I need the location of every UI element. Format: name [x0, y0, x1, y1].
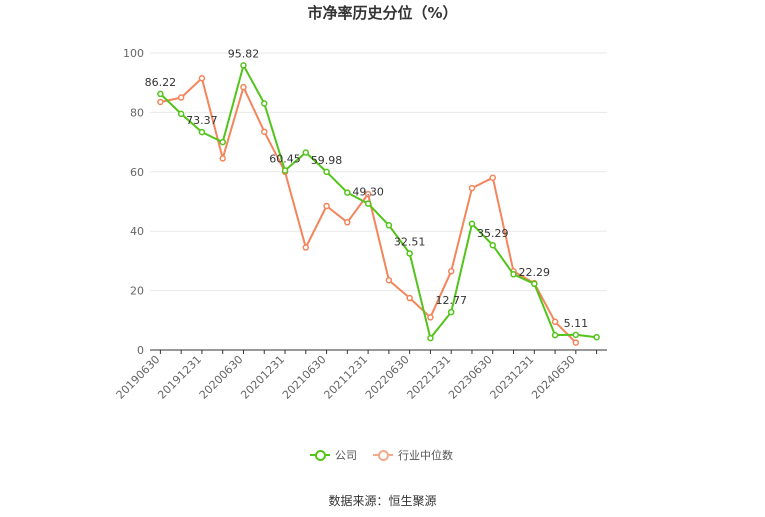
- data-label: 22.29: [519, 266, 551, 279]
- data-point-industry-median: [198, 74, 206, 82]
- data-label: 86.22: [145, 76, 177, 89]
- legend: 公司 行业中位数: [310, 447, 453, 463]
- data-point-company: [489, 241, 496, 249]
- x-tick-label: 20220630: [363, 353, 412, 402]
- x-tick-label: 20210630: [280, 353, 329, 402]
- data-point-industry-median: [344, 219, 351, 226]
- y-tick-label: 0: [137, 344, 144, 357]
- data-point-industry-median: [406, 294, 413, 302]
- data-point-industry-median: [323, 202, 330, 210]
- data-point-company: [344, 189, 351, 196]
- legend-item-industry-median[interactable]: 行业中位数: [373, 447, 453, 463]
- data-point-company: [427, 334, 434, 342]
- series-line-company: [159, 64, 597, 340]
- x-tick-label: 20231231: [488, 353, 537, 402]
- data-point-company: [468, 220, 476, 228]
- data-point-industry-median: [219, 155, 226, 162]
- data-label: 73.37: [186, 114, 218, 127]
- data-point-industry-median: [302, 244, 310, 251]
- series-line-industry-median: [160, 77, 577, 344]
- data-point-company: [510, 271, 517, 278]
- data-point-company: [531, 280, 538, 288]
- data-point-industry-median: [489, 174, 496, 181]
- legend-label-company: 公司: [335, 449, 357, 462]
- x-tick-label: 20200630: [197, 353, 246, 402]
- data-point-company: [385, 222, 393, 229]
- data-point-company: [551, 331, 559, 339]
- data-point-company: [157, 90, 164, 98]
- data-point-industry-median: [427, 314, 434, 321]
- data-point-industry-median: [572, 339, 580, 346]
- y-tick-label: 100: [123, 47, 144, 60]
- data-label: 59.98: [311, 154, 343, 167]
- data-point-company: [261, 100, 268, 107]
- data-source: 数据来源：恒生聚源: [328, 494, 437, 508]
- data-point-company: [572, 331, 580, 339]
- data-point-company: [593, 333, 600, 341]
- data-point-industry-median: [177, 94, 185, 101]
- data-point-industry-median: [240, 83, 247, 91]
- x-tick-label: 20230630: [446, 353, 495, 402]
- data-point-industry-median: [468, 184, 476, 192]
- data-point-company: [323, 168, 330, 176]
- data-point-company: [302, 149, 310, 156]
- x-tick-label: 20211231: [321, 353, 370, 402]
- x-tick-label: 20201231: [238, 353, 287, 402]
- data-point-industry-median: [364, 190, 372, 198]
- data-label: 95.82: [228, 47, 260, 60]
- data-point-company: [177, 110, 185, 118]
- legend-label-industry-median: 行业中位数: [398, 449, 453, 462]
- data-label: 49.30: [352, 186, 384, 199]
- data-point-company: [447, 308, 455, 316]
- chart-title: 市净率历史分位（%）: [307, 4, 458, 22]
- data-point-industry-median: [261, 128, 268, 135]
- x-tick-label: 20240630: [529, 353, 578, 402]
- data-point-company: [406, 250, 413, 257]
- data-point-company: [219, 138, 226, 146]
- legend-swatch-industry-median: [373, 448, 393, 462]
- data-point-company: [281, 167, 289, 174]
- y-tick-label: 20: [130, 285, 144, 298]
- data-label: 32.51: [394, 235, 426, 248]
- legend-swatch-company: [310, 448, 330, 462]
- data-point-industry-median: [157, 98, 164, 106]
- data-point-company: [364, 200, 372, 207]
- x-tick-label: 20191231: [155, 353, 204, 402]
- data-point-company: [198, 128, 206, 136]
- y-tick-label: 80: [130, 106, 144, 119]
- data-point-company: [240, 62, 247, 69]
- data-label: 60.45: [269, 152, 301, 165]
- data-point-industry-median: [551, 318, 559, 326]
- x-tick-label: 20190630: [114, 353, 163, 402]
- data-point-industry-median: [447, 268, 455, 275]
- legend-item-company[interactable]: 公司: [310, 447, 357, 463]
- data-label: 5.11: [564, 317, 589, 330]
- x-tick-label: 20221231: [405, 353, 454, 402]
- data-label: 12.77: [435, 294, 467, 307]
- y-tick-label: 60: [130, 166, 144, 179]
- data-label: 35.29: [477, 227, 509, 240]
- data-point-industry-median: [385, 276, 393, 284]
- y-tick-label: 40: [130, 225, 144, 238]
